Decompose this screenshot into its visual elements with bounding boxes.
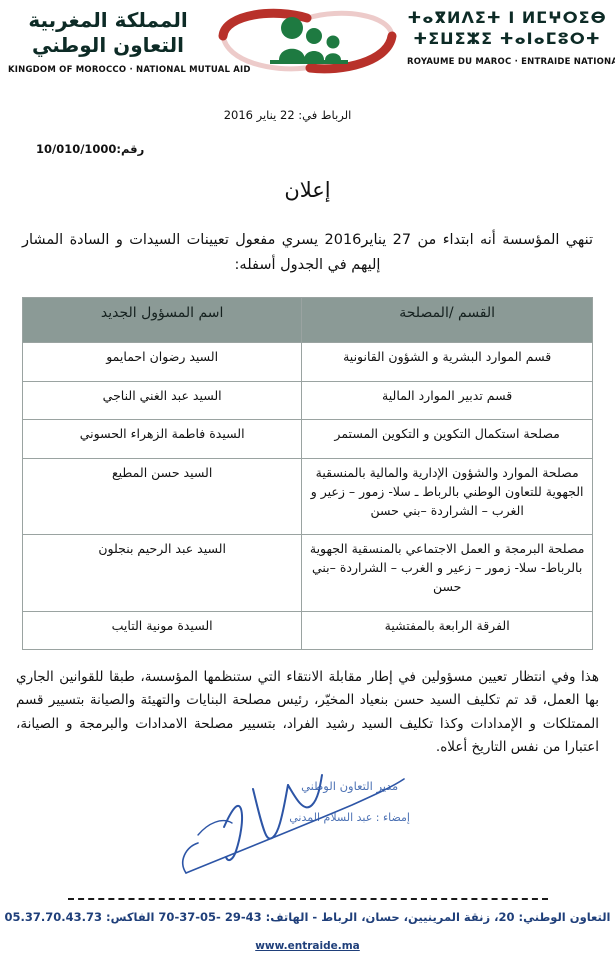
- date-line: الرباط في: 22 يناير 2016: [223, 108, 352, 122]
- cell-department: مصلحة الموارد والشؤون الإدارية والمالية …: [301, 457, 593, 536]
- letterhead-tifinagh-title-line1: ⵜⴰⴳⵍⴷⵉⵜ ⵏ ⵍⵎⵖⵔⵉⴱ: [407, 8, 607, 27]
- letterhead-arabic-title-line1: المملكة المغربية: [28, 8, 188, 32]
- cell-department: قسم الموارد البشرية و الشؤون القانونية: [301, 341, 593, 382]
- appointments-table: القسم /المصلحة اسم المسؤول الجديد قسم ال…: [21, 296, 593, 651]
- cell-name: السيد رضوان احمايمو: [21, 341, 303, 382]
- cell-name: السيدة مونية التايب: [21, 610, 303, 651]
- reference-number: رقم:10/010/1000: [36, 142, 145, 156]
- cell-department: مصلحة البرمجة و العمل الاجتماعي بالمنسقي…: [301, 534, 593, 612]
- page-title: إعلان: [284, 178, 331, 202]
- cell-name: السيدة فاطمة الزهراء الحسوني: [21, 419, 303, 459]
- column-header-department: القسم /المصلحة: [301, 296, 593, 343]
- cell-department: الفرقة الرابعة بالمفتشية: [301, 610, 593, 651]
- cell-department: قسم تدبير الموارد المالية: [301, 380, 593, 421]
- cell-name: السيد حسن المطيع: [21, 457, 303, 536]
- footer-address: التعاون الوطني: 20، زنقة المرينيين، حسان…: [4, 910, 611, 924]
- table-header-row: القسم /المصلحة اسم المسؤول الجديد: [21, 296, 593, 343]
- table-row: مصلحة استكمال التكوين و التكوين المستمر ا…: [21, 419, 593, 459]
- appointments-table-wrapper: القسم /المصلحة اسم المسؤول الجديد قسم ال…: [21, 296, 593, 651]
- entraide-nationale-logo-icon: [215, 6, 400, 88]
- footer-website-link[interactable]: www.entraide.ma: [255, 940, 360, 952]
- signatory-name: إمضاء : عبد السلام المدني: [289, 811, 410, 825]
- letterhead: المملكة المغربية التعاون الوطني KINGDOM …: [0, 0, 615, 96]
- signatory-role: مدير التعاون الوطني: [301, 779, 399, 794]
- table-head: القسم /المصلحة اسم المسؤول الجديد: [21, 296, 593, 343]
- table-row: الفرقة الرابعة بالمفتشية السيدة مونية الت…: [21, 610, 593, 651]
- table-row: قسم الموارد البشرية و الشؤون القانونية ال…: [21, 341, 593, 382]
- table-row: مصلحة الموارد والشؤون الإدارية والمالية …: [21, 457, 593, 536]
- column-header-name: اسم المسؤول الجديد: [21, 296, 303, 343]
- letterhead-tifinagh-block: ⵜⴰⴳⵍⴷⵉⵜ ⵏ ⵍⵎⵖⵔⵉⴱ ⵜⵉⵡⵉⵣⵉ ⵜⴰⵏⴰⵎⵓⵔⵜ ROYAUME…: [407, 4, 615, 67]
- document-meta: الرباط في: 22 يناير 2016 رقم:10/010/1000: [0, 108, 615, 156]
- closing-paragraph: هذا وفي انتظار تعيين مسؤولين في إطار مقا…: [16, 669, 599, 755]
- signature-stamp: مدير التعاون الوطني إمضاء : عبد السلام ا…: [289, 779, 410, 824]
- table-row: قسم تدبير الموارد المالية السيد عبد الغني…: [21, 380, 593, 421]
- letterhead-arabic-title-line2: التعاون الوطني: [32, 33, 184, 57]
- page-footer: التعاون الوطني: 20، زنقة المرينيين، حسان…: [0, 898, 615, 952]
- letterhead-tifinagh-title-line2: ⵜⵉⵡⵉⵣⵉ ⵜⴰⵏⴰⵎⵓⵔⵜ: [413, 28, 601, 48]
- signature-area: مدير التعاون الوطني إمضاء : عبد السلام ا…: [0, 765, 615, 877]
- cell-department: مصلحة استكمال التكوين و التكوين المستمر: [301, 419, 593, 459]
- cell-name: السيد عبد الغني الناجي: [21, 380, 303, 421]
- table-body: قسم الموارد البشرية و الشؤون القانونية ال…: [21, 341, 593, 651]
- intro-paragraph: تنهي المؤسسة أنه ابتداء من 27 يناير2016 …: [22, 232, 593, 274]
- letterhead-tifinagh-subtitle: ROYAUME DU MAROC · ENTRAIDE NATIONALE: [407, 56, 615, 67]
- cell-name: السيد عبد الرحيم بنجلون: [21, 534, 303, 612]
- letterhead-arabic-subtitle: KINGDOM OF MOROCCO · NATIONAL MUTUAL AID: [8, 65, 251, 75]
- table-row: مصلحة البرمجة و العمل الاجتماعي بالمنسقي…: [21, 534, 593, 612]
- footer-divider: [67, 898, 548, 900]
- letterhead-arabic-block: المملكة المغربية التعاون الوطني KINGDOM …: [8, 4, 251, 75]
